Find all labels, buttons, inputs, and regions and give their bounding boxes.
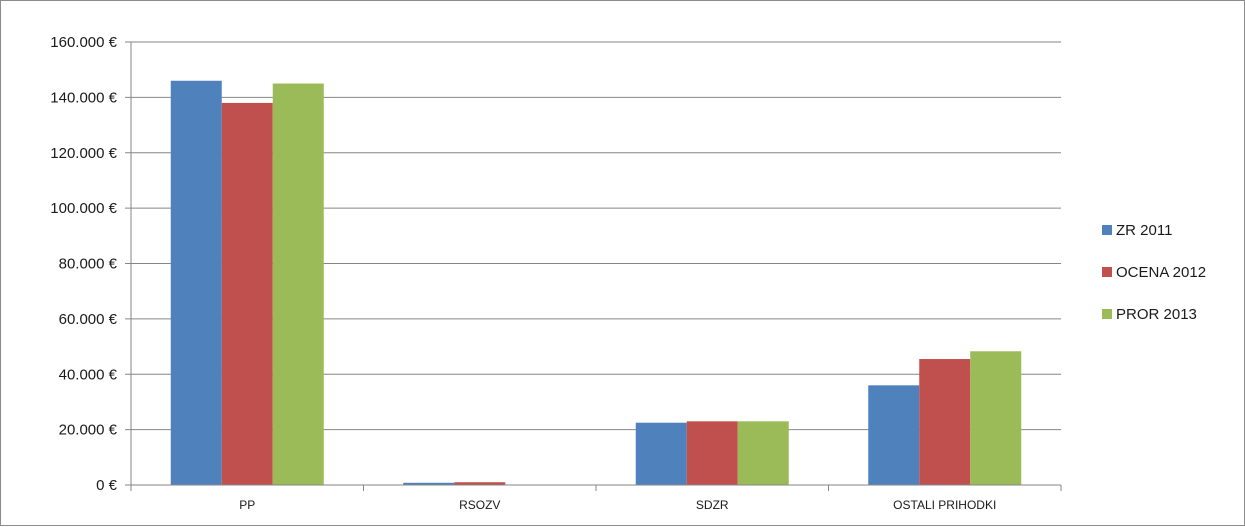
legend-swatch xyxy=(1102,267,1112,277)
y-tick-label: 20.000 € xyxy=(59,422,118,439)
bar xyxy=(221,102,273,485)
legend: ZR 2011 OCENA 2012 PROR 2013 xyxy=(1102,219,1206,345)
bar xyxy=(686,421,738,485)
x-tick-label: RSOZV xyxy=(459,498,500,512)
legend-label: PROR 2013 xyxy=(1116,305,1197,323)
bar xyxy=(272,83,324,485)
legend-label: OCENA 2012 xyxy=(1116,263,1207,281)
legend-item: PROR 2013 xyxy=(1102,303,1206,325)
y-tick-label: 60.000 € xyxy=(59,311,118,328)
bar xyxy=(635,422,687,485)
legend-label: ZR 2011 xyxy=(1116,221,1173,239)
y-tick-label: 80.000 € xyxy=(59,256,118,273)
bar xyxy=(454,482,506,485)
bar xyxy=(919,359,971,485)
bar xyxy=(170,80,222,485)
legend-swatch xyxy=(1102,309,1112,319)
y-tick-label: 120.000 € xyxy=(50,145,117,162)
legend-swatch xyxy=(1102,225,1112,235)
bar xyxy=(868,385,920,485)
bar xyxy=(970,351,1022,485)
x-tick-label: SDZR xyxy=(696,498,729,512)
y-tick-label: 100.000 € xyxy=(50,200,117,217)
bar xyxy=(737,421,789,485)
x-tick-label: PP xyxy=(239,498,255,512)
bar xyxy=(403,482,455,485)
y-tick-label: 160.000 € xyxy=(50,34,117,51)
y-tick-label: 0 € xyxy=(96,477,118,494)
y-tick-label: 140.000 € xyxy=(50,89,117,106)
legend-item: OCENA 2012 xyxy=(1102,261,1206,283)
legend-item: ZR 2011 xyxy=(1102,219,1206,241)
x-tick-label: OSTALI PRIHODKI xyxy=(893,498,996,512)
y-tick-label: 40.000 € xyxy=(59,366,118,383)
